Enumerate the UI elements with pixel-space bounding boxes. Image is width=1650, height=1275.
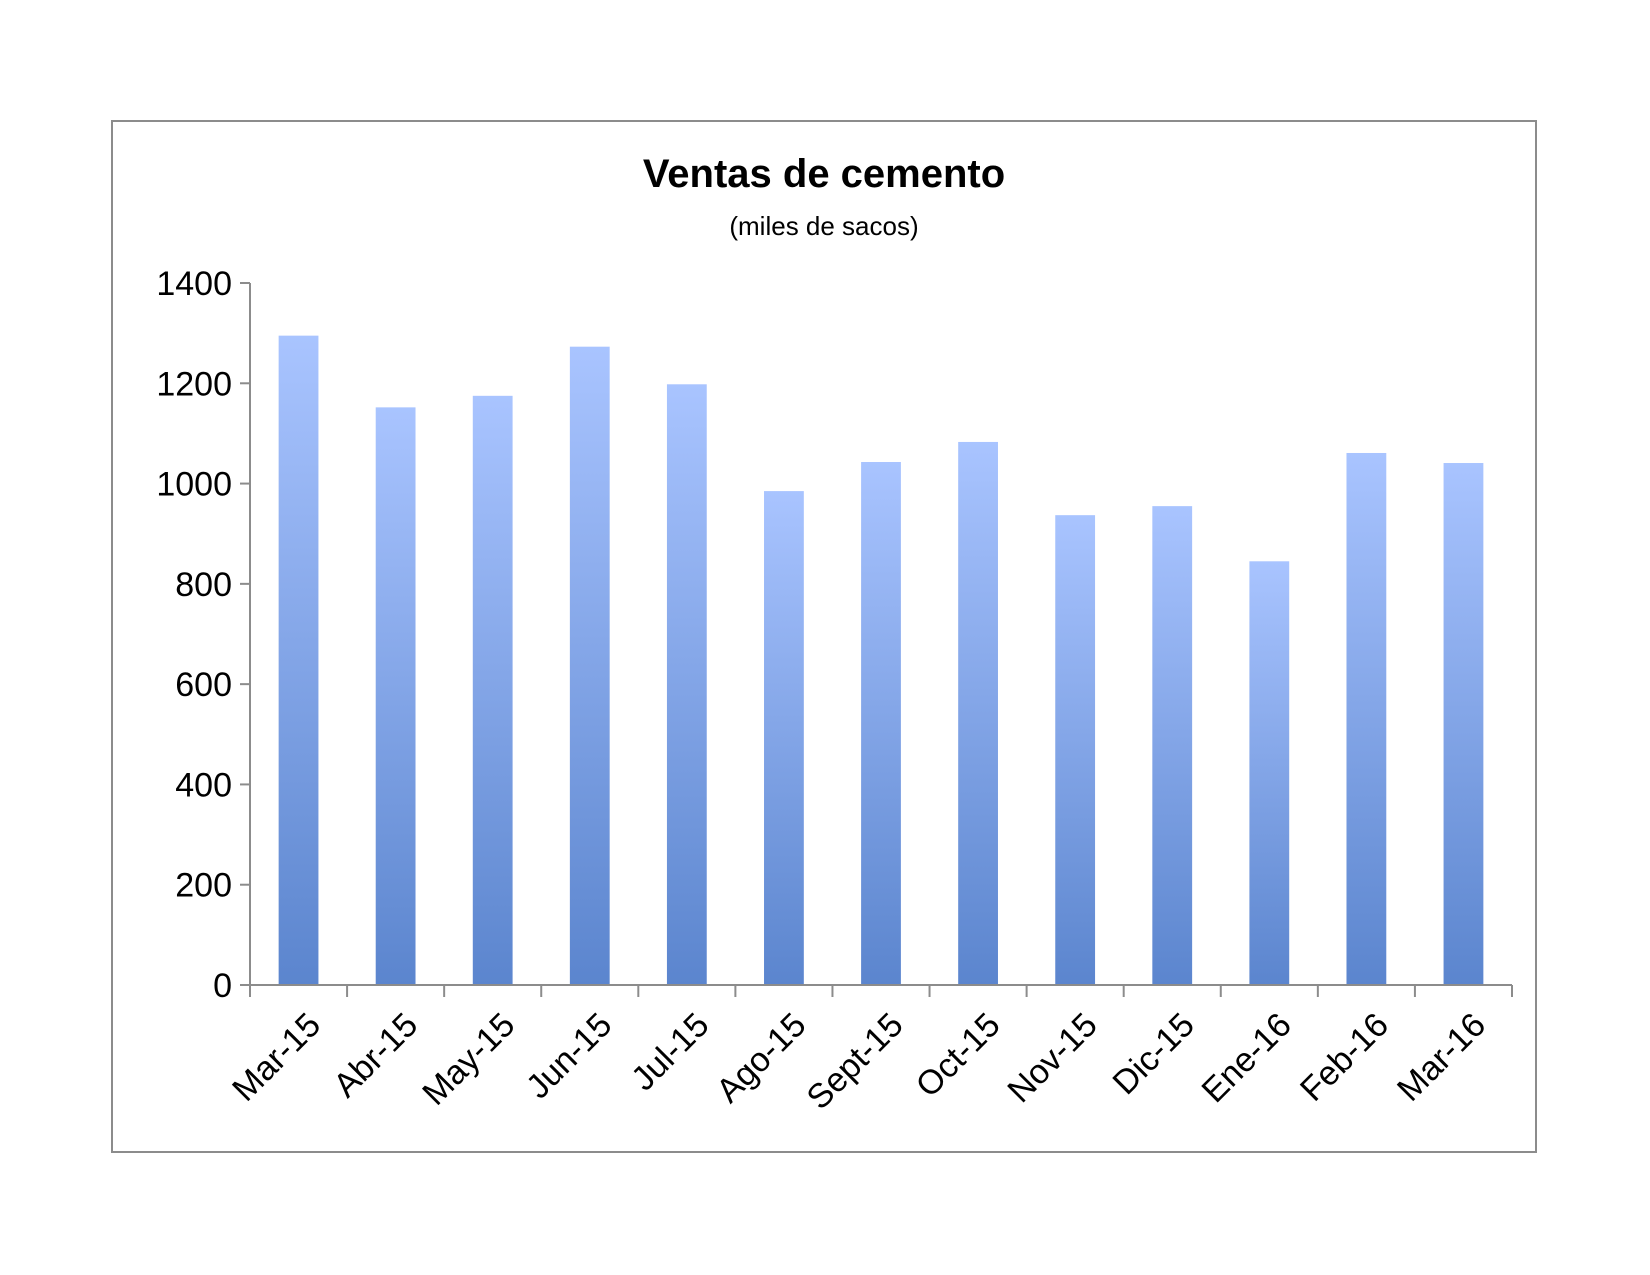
bar-may-15 bbox=[472, 395, 513, 986]
bars-layer bbox=[278, 335, 1484, 986]
bar-ene-16 bbox=[1249, 561, 1290, 985]
y-tick-label: 800 bbox=[175, 566, 232, 604]
chart-title: Ventas de cemento bbox=[643, 152, 1005, 196]
y-tick-label: 1000 bbox=[156, 466, 232, 504]
chart-subtitle: (miles de sacos) bbox=[729, 211, 918, 241]
bar-ago-15 bbox=[764, 491, 804, 985]
bar-nov-15 bbox=[1055, 515, 1096, 985]
bar-jun-15 bbox=[569, 346, 610, 986]
y-tick-label: 600 bbox=[175, 666, 232, 704]
bar-mar-15 bbox=[278, 335, 319, 985]
bar-dic-15 bbox=[1152, 506, 1193, 985]
bar-mar-16 bbox=[1443, 463, 1484, 986]
bar-feb-16 bbox=[1346, 452, 1387, 986]
y-tick-label: 400 bbox=[175, 766, 232, 804]
bar-oct-15 bbox=[958, 441, 998, 985]
bar-sept-15 bbox=[861, 462, 901, 985]
y-tick-label: 1200 bbox=[156, 365, 232, 403]
y-tick-label: 1400 bbox=[156, 265, 232, 303]
bar-abr-15 bbox=[375, 407, 416, 986]
chart-border bbox=[111, 120, 1537, 1153]
y-axis: 0 200 400 600 800 1000 1200 1400 bbox=[156, 265, 251, 1005]
bar-jul-15 bbox=[666, 384, 707, 985]
y-tick-label: 0 bbox=[213, 967, 232, 1005]
y-tick-label: 200 bbox=[175, 867, 232, 905]
